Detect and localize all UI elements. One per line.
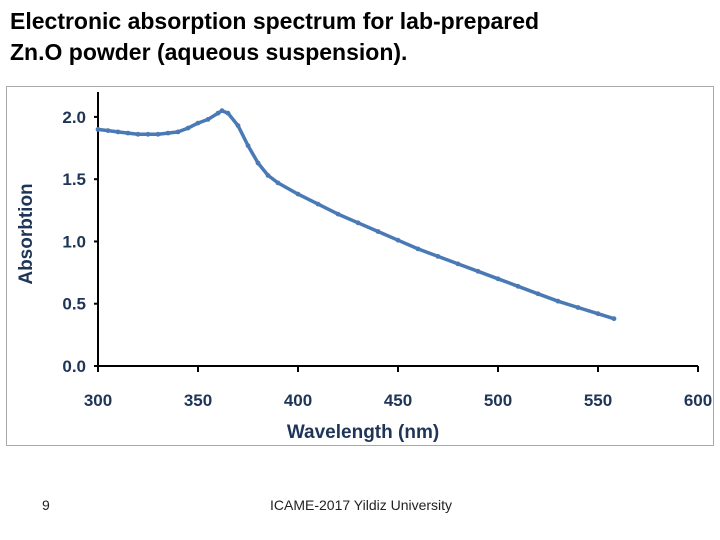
data-point (155, 131, 161, 137)
data-point (495, 276, 501, 282)
slide-title-line-2: Zn.O powder (aqueous suspension). (10, 39, 408, 65)
x-tick-label: 450 (384, 391, 412, 410)
page-number: 9 (42, 497, 50, 513)
data-point (185, 125, 191, 131)
y-tick-label: 1.5 (62, 170, 86, 189)
data-point (135, 131, 141, 137)
data-point (225, 110, 231, 116)
y-tick-label: 2.0 (62, 108, 86, 127)
data-point (555, 298, 561, 304)
data-point (95, 127, 101, 132)
data-point (115, 129, 121, 135)
data-point (355, 220, 361, 226)
data-point (105, 128, 111, 133)
data-point (435, 254, 441, 259)
data-point (205, 117, 211, 122)
x-tick-label: 550 (584, 391, 612, 410)
data-point (535, 291, 541, 297)
data-point (235, 123, 241, 128)
x-tick-label: 600 (684, 391, 712, 410)
data-point (475, 268, 481, 274)
data-point (515, 283, 521, 289)
data-point (255, 160, 261, 166)
y-axis-title: Absorbtion (16, 183, 37, 284)
data-point (125, 130, 131, 136)
data-point (295, 191, 301, 197)
slide-title: Electronic absorption spectrum for lab-p… (10, 6, 710, 68)
data-point (611, 316, 617, 322)
chart-frame-border (6, 86, 714, 446)
data-point (315, 201, 321, 207)
data-point (215, 110, 221, 116)
data-point (265, 173, 271, 178)
x-tick-label: 400 (284, 391, 312, 410)
data-point (415, 246, 421, 252)
y-tick-label: 1.0 (62, 232, 86, 251)
y-tick-label: 0.5 (62, 295, 86, 314)
data-point (245, 143, 251, 148)
footer-text: ICAME-2017 Yildiz University (270, 497, 453, 513)
data-point (395, 237, 401, 243)
data-point (145, 131, 151, 137)
x-tick-label: 500 (484, 391, 512, 410)
data-point (595, 311, 601, 317)
data-point (195, 120, 201, 126)
x-tick-label: 350 (184, 391, 212, 410)
data-point (375, 229, 381, 234)
data-point (219, 108, 225, 114)
y-tick-label: 0.0 (62, 357, 86, 376)
chart-figure: 0.0 0.5 1.0 1.5 2.0 300 350 400 450 500 550 600 Wave… (6, 86, 714, 446)
slide-title-line-1: Electronic absorption spectrum for lab-p… (10, 8, 540, 34)
data-point (335, 211, 341, 217)
data-point (455, 261, 461, 267)
x-tick-label: 300 (84, 391, 112, 410)
absorption-chart: 0.0 0.5 1.0 1.5 2.0 300 350 400 450 500 550 600 Wave… (6, 86, 714, 446)
data-point (575, 305, 581, 310)
data-point (275, 180, 281, 186)
x-axis-title: Wavelength (nm) (287, 422, 439, 443)
data-point (165, 130, 171, 136)
data-point (175, 129, 181, 135)
